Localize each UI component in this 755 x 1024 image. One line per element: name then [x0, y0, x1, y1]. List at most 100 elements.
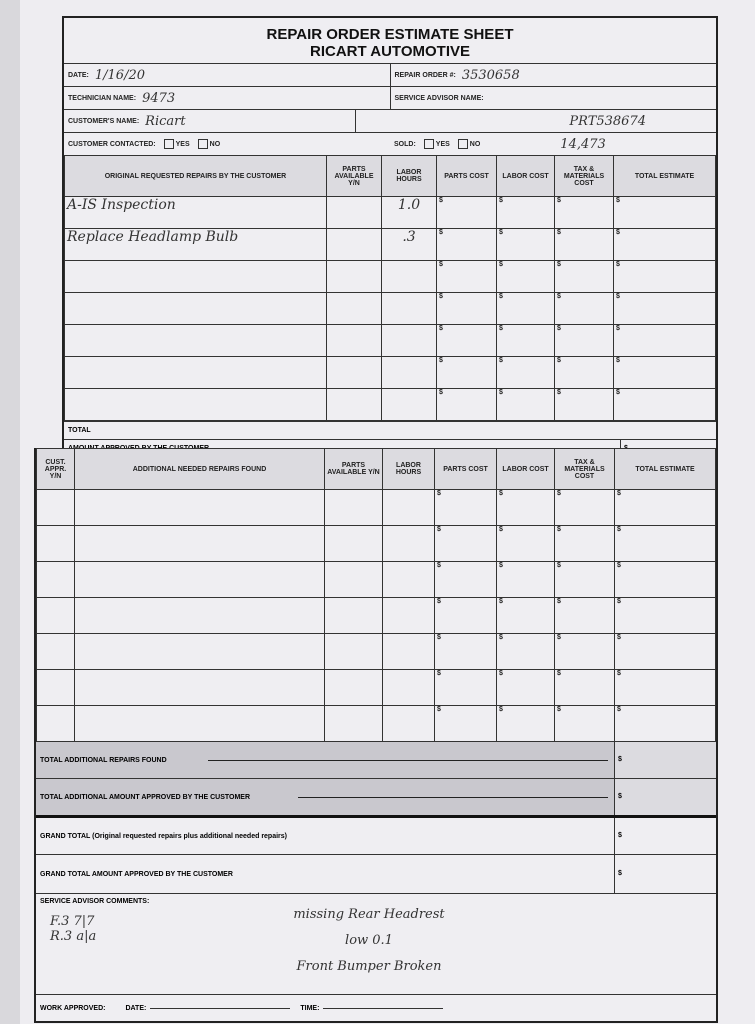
cost-cell[interactable]: $ — [613, 388, 716, 421]
repair-description[interactable]: Replace Headlamp Bulb — [64, 228, 327, 261]
cost-cell[interactable]: $ — [496, 324, 555, 357]
parts-available-cell[interactable] — [324, 561, 383, 598]
cost-cell[interactable]: $ — [496, 597, 555, 634]
cost-cell[interactable]: $ — [613, 196, 716, 229]
cost-cell[interactable]: $ — [496, 705, 555, 742]
cust-approved-cell[interactable] — [36, 597, 75, 634]
time-line[interactable] — [323, 1007, 444, 1009]
cost-cell[interactable]: $ — [554, 228, 614, 261]
cust-approved-cell[interactable] — [36, 561, 75, 598]
parts-available-cell[interactable] — [326, 196, 382, 229]
contacted-yes-checkbox[interactable] — [163, 139, 174, 149]
labor-hours-cell[interactable] — [382, 489, 435, 526]
cost-cell[interactable]: $ — [434, 633, 497, 670]
labor-hours-cell[interactable] — [382, 669, 435, 706]
labor-hours-cell[interactable] — [382, 633, 435, 670]
cost-cell[interactable]: $ — [434, 561, 497, 598]
parts-available-cell[interactable] — [324, 633, 383, 670]
labor-hours-cell[interactable] — [382, 705, 435, 742]
cost-cell[interactable]: $ — [614, 705, 716, 742]
labor-hours-cell[interactable]: 1.0 — [381, 196, 437, 229]
cost-cell[interactable]: $ — [436, 292, 497, 325]
cost-cell[interactable]: $ — [554, 292, 614, 325]
cost-cell[interactable]: $ — [613, 260, 716, 293]
cost-cell[interactable]: $ — [614, 597, 716, 634]
cost-cell[interactable]: $ — [554, 489, 615, 526]
repair-description[interactable] — [74, 525, 325, 562]
cost-cell[interactable]: $ — [614, 525, 716, 562]
repair-description[interactable] — [64, 292, 327, 325]
cost-cell[interactable]: $ — [554, 525, 615, 562]
cost-cell[interactable]: $ — [436, 356, 497, 389]
repair-description[interactable] — [64, 388, 327, 421]
cost-cell[interactable]: $ — [436, 388, 497, 421]
repair-description[interactable] — [74, 633, 325, 670]
parts-available-cell[interactable] — [326, 388, 382, 421]
labor-hours-cell[interactable] — [381, 388, 437, 421]
cost-cell[interactable]: $ — [496, 260, 555, 293]
cust-approved-cell[interactable] — [36, 525, 75, 562]
repair-description[interactable]: A-IS Inspection — [64, 196, 327, 229]
cost-cell[interactable]: $ — [496, 633, 555, 670]
cost-cell[interactable]: $ — [613, 228, 716, 261]
cost-cell[interactable]: $ — [613, 324, 716, 357]
sold-yes-checkbox[interactable] — [423, 139, 434, 149]
labor-hours-cell[interactable]: .3 — [381, 228, 437, 261]
cost-cell[interactable]: $ — [613, 292, 716, 325]
cost-cell[interactable]: $ — [496, 489, 555, 526]
cust-approved-cell[interactable] — [36, 633, 75, 670]
cust-approved-cell[interactable] — [36, 705, 75, 742]
cost-cell[interactable]: $ — [434, 597, 497, 634]
service-advisor-comments[interactable]: SERVICE ADVISOR COMMENTS: F.3 7|7 R.3 a|… — [36, 893, 716, 994]
cost-cell[interactable]: $ — [614, 489, 716, 526]
cust-approved-cell[interactable] — [36, 669, 75, 706]
cost-cell[interactable]: $ — [434, 489, 497, 526]
cost-cell[interactable]: $ — [554, 388, 614, 421]
cost-cell[interactable]: $ — [496, 525, 555, 562]
date-line[interactable] — [150, 1007, 291, 1009]
parts-available-cell[interactable] — [326, 324, 382, 357]
repair-description[interactable] — [64, 260, 327, 293]
parts-available-cell[interactable] — [324, 597, 383, 634]
labor-hours-cell[interactable] — [382, 525, 435, 562]
labor-hours-cell[interactable] — [381, 356, 437, 389]
labor-hours-cell[interactable] — [382, 597, 435, 634]
cost-cell[interactable]: $ — [496, 228, 555, 261]
cost-cell[interactable]: $ — [614, 669, 716, 706]
parts-available-cell[interactable] — [326, 260, 382, 293]
cost-cell[interactable]: $ — [614, 633, 716, 670]
parts-available-cell[interactable] — [324, 669, 383, 706]
cost-cell[interactable]: $ — [554, 196, 614, 229]
cost-cell[interactable]: $ — [496, 669, 555, 706]
cost-cell[interactable]: $ — [496, 388, 555, 421]
cost-cell[interactable]: $ — [496, 196, 555, 229]
labor-hours-cell[interactable] — [382, 561, 435, 598]
sold-no-checkbox[interactable] — [457, 139, 468, 149]
cost-cell[interactable]: $ — [554, 597, 615, 634]
repair-description[interactable] — [74, 561, 325, 598]
repair-description[interactable] — [74, 489, 325, 526]
labor-hours-cell[interactable] — [381, 292, 437, 325]
cost-cell[interactable]: $ — [436, 260, 497, 293]
cost-cell[interactable]: $ — [496, 356, 555, 389]
cost-cell[interactable]: $ — [554, 561, 615, 598]
cost-cell[interactable]: $ — [436, 196, 497, 229]
parts-available-cell[interactable] — [324, 705, 383, 742]
cost-cell[interactable]: $ — [613, 356, 716, 389]
parts-available-cell[interactable] — [326, 228, 382, 261]
contacted-no-checkbox[interactable] — [197, 139, 208, 149]
cost-cell[interactable]: $ — [434, 669, 497, 706]
cust-approved-cell[interactable] — [36, 489, 75, 526]
cost-cell[interactable]: $ — [554, 705, 615, 742]
cost-cell[interactable]: $ — [554, 260, 614, 293]
cost-cell[interactable]: $ — [614, 561, 716, 598]
labor-hours-cell[interactable] — [381, 324, 437, 357]
repair-description[interactable] — [64, 356, 327, 389]
parts-available-cell[interactable] — [324, 489, 383, 526]
cost-cell[interactable]: $ — [434, 525, 497, 562]
cost-cell[interactable]: $ — [554, 669, 615, 706]
repair-description[interactable] — [74, 669, 325, 706]
cost-cell[interactable]: $ — [434, 705, 497, 742]
repair-description[interactable] — [74, 705, 325, 742]
cost-cell[interactable]: $ — [554, 324, 614, 357]
